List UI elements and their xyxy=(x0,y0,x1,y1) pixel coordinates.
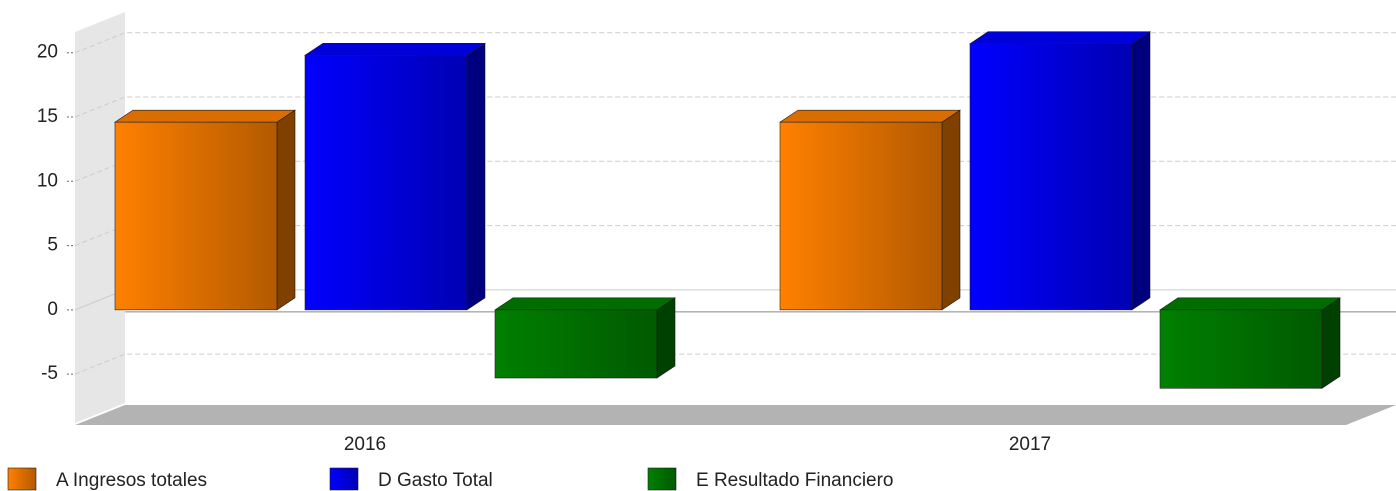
y-tick-label: 0 xyxy=(47,299,58,320)
bar-top-shade xyxy=(305,43,485,56)
legend-label: A Ingresos totales xyxy=(56,470,207,491)
bar-front-shade xyxy=(970,43,1132,310)
bar-top-shade xyxy=(1160,297,1340,310)
bar-front-shade xyxy=(495,309,657,378)
bar xyxy=(1159,297,1341,389)
legend-label: E Resultado Financiero xyxy=(696,470,894,491)
x-tick-label: 2017 xyxy=(1009,434,1051,455)
legend-swatch-shade xyxy=(8,468,36,490)
bar-side-shade xyxy=(1322,297,1340,389)
legend-swatch-shade xyxy=(648,468,676,490)
y-tick-label: -5 xyxy=(41,363,58,384)
bar xyxy=(114,109,296,311)
bar-top-shade xyxy=(970,31,1150,44)
legend-label: D Gasto Total xyxy=(378,470,493,491)
bar xyxy=(494,297,676,379)
x-tick-label: 2016 xyxy=(344,434,386,455)
grid-line xyxy=(74,353,1396,375)
bar-side-shade xyxy=(1132,31,1150,310)
grid-line xyxy=(74,96,1396,118)
back-wall xyxy=(75,12,125,423)
floor xyxy=(75,405,1396,425)
bar xyxy=(779,109,961,311)
bar-top-shade xyxy=(115,110,295,123)
grid-line xyxy=(74,225,1396,247)
y-tick-label: 20 xyxy=(37,42,58,63)
bar-front-shade xyxy=(305,55,467,310)
legend-swatch-shade xyxy=(330,468,358,490)
bar xyxy=(304,42,486,311)
bar xyxy=(969,31,1151,311)
y-tick-label: 15 xyxy=(37,106,58,127)
bar-side-shade xyxy=(277,110,295,310)
bar-side-shade xyxy=(942,110,960,310)
bar-top-shade xyxy=(495,297,675,310)
bar-front-shade xyxy=(780,122,942,310)
grid-line xyxy=(74,160,1396,182)
y-tick-label: 10 xyxy=(37,170,58,191)
bar-front-shade xyxy=(115,122,277,310)
y-tick-label: 5 xyxy=(47,235,58,256)
bar-front-shade xyxy=(1160,309,1322,389)
bar-side-shade xyxy=(657,297,675,378)
grid-line xyxy=(74,32,1396,54)
bar-side-shade xyxy=(467,43,485,310)
bar-top-shade xyxy=(780,110,960,123)
